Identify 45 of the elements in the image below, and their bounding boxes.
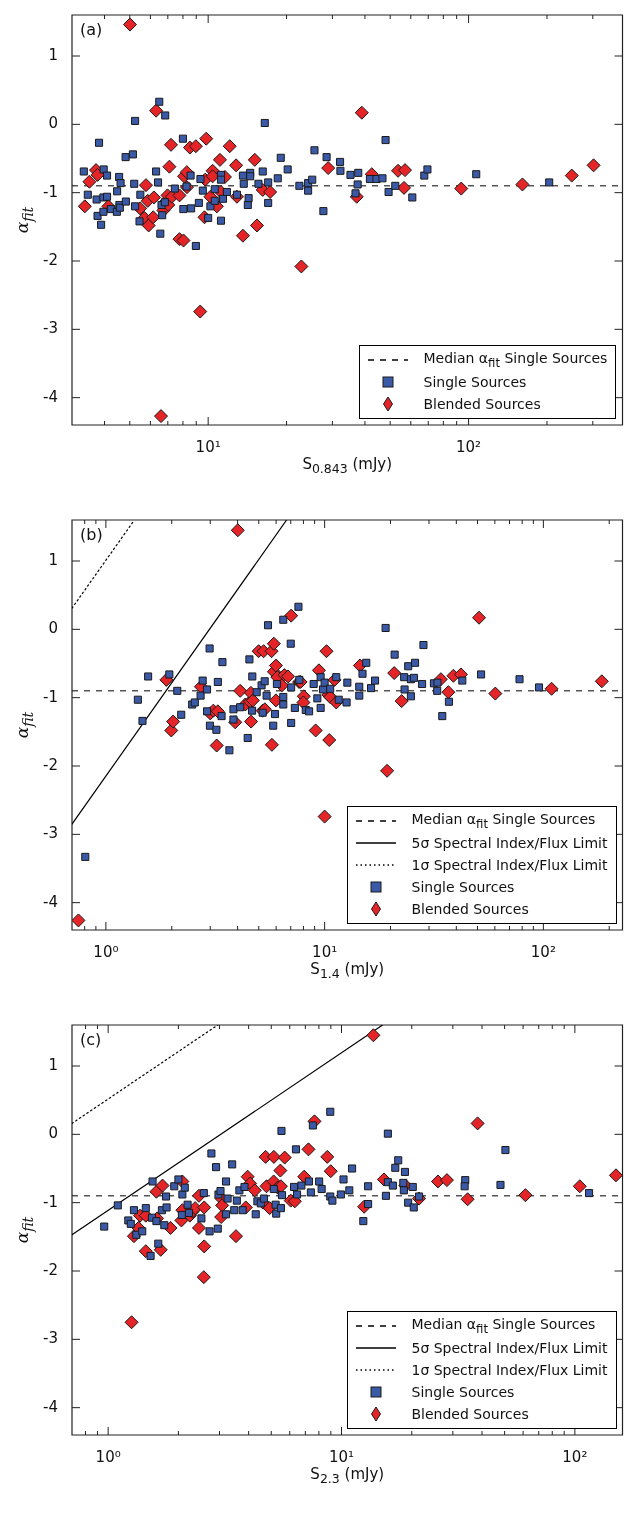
x-axis-title: S$_{0.843}$ (mJy) bbox=[302, 455, 393, 476]
legend-label: 5σ Spectral Index/Flux Limit bbox=[411, 835, 608, 851]
x-tick-label: 10¹ bbox=[328, 1447, 355, 1466]
y-tick-label: 0 bbox=[48, 619, 58, 638]
y-tick-label: -4 bbox=[43, 387, 58, 406]
y-tick-label: -1 bbox=[43, 182, 58, 201]
annotation: (b) bbox=[80, 525, 103, 545]
y-tick-label: -2 bbox=[43, 755, 58, 774]
x-tick-label: 10¹ bbox=[312, 942, 338, 961]
y-tick-label: -1 bbox=[43, 687, 58, 706]
y-tick-label: 1 bbox=[48, 45, 58, 64]
annotation: (a) bbox=[80, 20, 103, 40]
x-axis-title: S$_{2.3}$ (mJy) bbox=[310, 1465, 385, 1486]
y-tick-label: -3 bbox=[43, 1329, 58, 1348]
x-tick-label: 10¹ bbox=[195, 437, 221, 456]
x-tick-label: 10⁰ bbox=[93, 942, 119, 961]
y-tick-label: -1 bbox=[43, 1192, 58, 1211]
y-tick-label: -3 bbox=[43, 319, 58, 338]
legend-label: Single Sources bbox=[411, 1384, 515, 1400]
legend-label: Single Sources bbox=[411, 879, 515, 895]
legend-label: Blended Sources bbox=[423, 396, 541, 412]
y-tick-label: 1 bbox=[48, 1055, 58, 1074]
legend-label: Blended Sources bbox=[411, 1406, 529, 1422]
x-axis-title: S$_{1.4}$ (mJy) bbox=[310, 960, 385, 981]
y-tick-label: 1 bbox=[48, 550, 58, 569]
y-tick-label: -3 bbox=[43, 824, 58, 843]
y-tick-label: 0 bbox=[48, 1124, 58, 1143]
legend-label: 1σ Spectral Index/Flux Limit bbox=[411, 857, 608, 873]
y-tick-label: -2 bbox=[43, 250, 58, 269]
x-tick-label: 10² bbox=[456, 437, 482, 456]
legend-label: 1σ Spectral Index/Flux Limit bbox=[411, 1362, 608, 1378]
legend-label: Median α$_{fit}$ Single Sources bbox=[411, 811, 596, 831]
y-tick-label: -2 bbox=[43, 1260, 58, 1279]
legend-label: Blended Sources bbox=[411, 901, 529, 917]
annotation: (c) bbox=[80, 1030, 102, 1050]
y-tick-label: -4 bbox=[43, 1397, 58, 1416]
x-tick-label: 10⁰ bbox=[95, 1447, 121, 1466]
legend-label: Median α$_{fit}$ Single Sources bbox=[411, 1316, 596, 1336]
y-tick-label: -4 bbox=[43, 892, 58, 911]
legend-label: Single Sources bbox=[423, 374, 527, 390]
y-tick-label: 0 bbox=[48, 114, 58, 133]
x-tick-label: 10² bbox=[562, 1447, 588, 1466]
x-tick-label: 10² bbox=[530, 942, 556, 961]
legend-label: Median α$_{fit}$ Single Sources bbox=[423, 350, 608, 370]
legend-label: 5σ Spectral Index/Flux Limit bbox=[411, 1340, 608, 1356]
